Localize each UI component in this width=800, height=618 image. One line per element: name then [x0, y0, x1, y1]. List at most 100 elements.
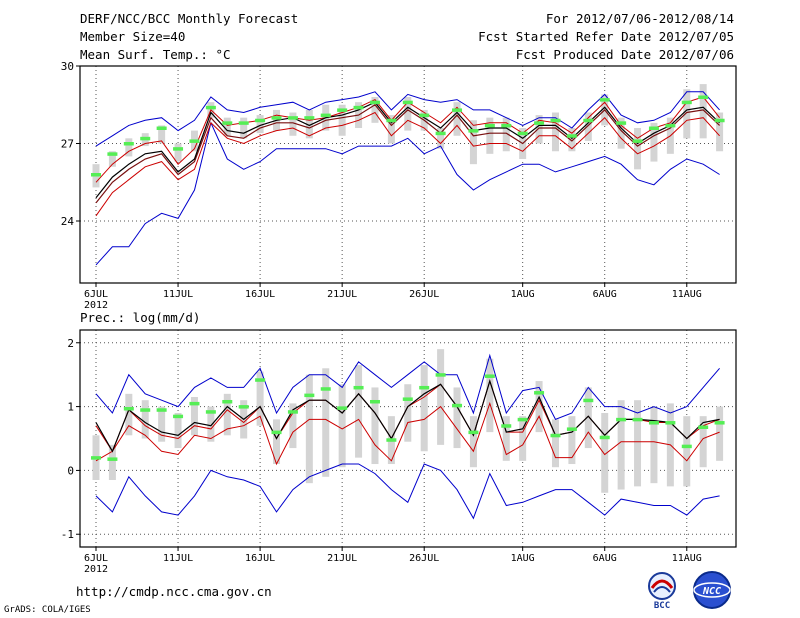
- chart2-median-marker: [402, 397, 413, 401]
- chart1-x-tick-label: 1AUG: [511, 289, 535, 300]
- chart2-median-marker: [123, 407, 134, 411]
- chart1-x-tick-label: 26JUL: [409, 289, 439, 300]
- chart2-spread-box: [223, 393, 231, 436]
- chart1-median-marker: [205, 105, 216, 110]
- chart2-median-marker: [337, 406, 348, 410]
- chart1-median-marker: [238, 121, 249, 125]
- chart1-y-tick-label: 30: [61, 60, 74, 73]
- chart2-median-marker: [534, 391, 545, 395]
- chart1-spread-box: [699, 84, 707, 139]
- chart2-median-marker: [255, 378, 266, 382]
- chart1-median-marker: [156, 126, 167, 130]
- chart2-median-marker: [304, 393, 315, 398]
- chart1-x-tick-label: 16JUL: [245, 289, 275, 300]
- chart2-plot: 6JUL 11JUL 16JUL 21JUL 26JUL 1AUG 6AUG 11AUG201…: [61, 310, 737, 575]
- chart2-x-year-label: 2012: [84, 564, 108, 575]
- started-refer-date: Fcst Started Refer Date 2012/07/05: [478, 29, 734, 44]
- chart2-median-marker: [566, 427, 577, 431]
- chart1-spread-box: [240, 117, 248, 139]
- chart2-median-marker: [320, 387, 331, 391]
- chart1-median-marker: [648, 126, 659, 130]
- bcc-logo: BCC: [648, 572, 676, 610]
- chart1-median-marker: [517, 131, 528, 136]
- chart2-spread-box: [404, 384, 412, 442]
- chart1-median-marker: [632, 139, 643, 143]
- chart1-spread-box: [158, 125, 166, 144]
- chart2-spread-box: [568, 416, 576, 465]
- chart2-series-lower: [95, 401, 720, 466]
- chart1-x-tick-label: 21JUL: [327, 289, 357, 300]
- chart2-median-marker: [616, 417, 627, 422]
- chart2-median-marker: [484, 374, 495, 378]
- chart2-median-marker: [287, 410, 298, 414]
- chart2-frame: [79, 329, 737, 548]
- chart2-median-marker: [107, 457, 118, 461]
- chart2-spread-box: [207, 406, 215, 442]
- chart1-median-marker: [353, 105, 364, 110]
- chart2-median-marker: [435, 373, 446, 377]
- chart1-median-marker: [681, 100, 692, 105]
- chart1-spread-box: [305, 109, 313, 139]
- chart2-series-ensemble-mean: [95, 379, 720, 453]
- ncc-logo: NCC: [693, 571, 731, 609]
- chart1-median-marker: [435, 131, 446, 136]
- chart2-median-marker: [501, 424, 512, 428]
- chart1-median-marker: [304, 116, 315, 120]
- chart2-x-tick-label: 6JUL: [84, 553, 108, 564]
- chart1-median-marker: [173, 147, 184, 151]
- chart1-spread-box: [437, 128, 445, 149]
- chart2-median-marker: [550, 433, 561, 438]
- chart2-median-marker: [468, 430, 479, 435]
- chart1-spread-box: [223, 117, 231, 136]
- chart1-median-marker: [468, 129, 479, 133]
- source-url[interactable]: http://cmdp.ncc.cma.gov.cn: [76, 584, 272, 599]
- chart2-median-marker: [140, 408, 151, 412]
- chart1-median-marker: [534, 121, 545, 125]
- chart2-spread-box: [141, 400, 149, 439]
- chart2-median-marker: [91, 456, 101, 460]
- chart2-spread-box: [190, 397, 198, 436]
- chart1-spread-box: [125, 138, 133, 157]
- chart2-median-marker: [648, 421, 659, 425]
- chart2-spread-box: [338, 384, 346, 468]
- chart2-y-tick-label: 1: [67, 401, 74, 414]
- chart1-median-marker: [271, 116, 282, 120]
- chart1-frame: [79, 65, 737, 284]
- chart2-spread-box: [108, 444, 116, 480]
- chart2-spread-box: [305, 374, 313, 484]
- chart2-median-marker: [222, 399, 233, 404]
- chart1-median-marker: [140, 136, 151, 141]
- chart1-median-marker: [222, 121, 233, 125]
- chart2-spread-box: [469, 416, 477, 468]
- chart2-x-tick-label: 11JUL: [163, 553, 193, 564]
- chart2-median-marker: [189, 401, 200, 406]
- chart2-x-tick-label: 26JUL: [409, 553, 439, 564]
- chart2-median-marker: [452, 403, 463, 408]
- chart1-median-marker: [452, 108, 463, 112]
- chart1-series-lower: [95, 111, 720, 217]
- chart2-spread-box: [174, 412, 182, 449]
- chart2-spread-box: [650, 406, 658, 484]
- chart1-spread-box: [256, 115, 264, 134]
- chart1-spread-box: [617, 117, 625, 149]
- chart2-spread-box: [420, 365, 428, 452]
- chart2-median-marker: [271, 430, 282, 435]
- chart1-median-marker: [419, 113, 430, 118]
- chart1-median-marker: [189, 139, 200, 143]
- chart1-spread-box: [174, 143, 182, 162]
- chart1-median-marker: [337, 108, 348, 112]
- chart1-plot: 6JUL 11JUL 16JUL 21JUL 26JUL 1AUG 6AUG 11AUG 201…: [61, 60, 737, 311]
- chart1-spread-box: [502, 117, 510, 152]
- chart1-spread-box: [535, 115, 543, 144]
- chart1-spread-box: [108, 151, 116, 167]
- chart1-x-tick-label: 6AUG: [593, 289, 617, 300]
- chart1-median-marker: [714, 118, 725, 123]
- chart2-median-marker: [665, 421, 676, 425]
- chart2-spread-box: [437, 349, 445, 445]
- chart2-spread-box: [322, 368, 330, 477]
- chart1-spread-box: [338, 104, 346, 136]
- chart2-spread-box: [584, 387, 592, 449]
- chart1-median-marker: [320, 113, 331, 118]
- chart2-median-marker: [632, 417, 643, 422]
- chart1-spread-box: [371, 97, 379, 123]
